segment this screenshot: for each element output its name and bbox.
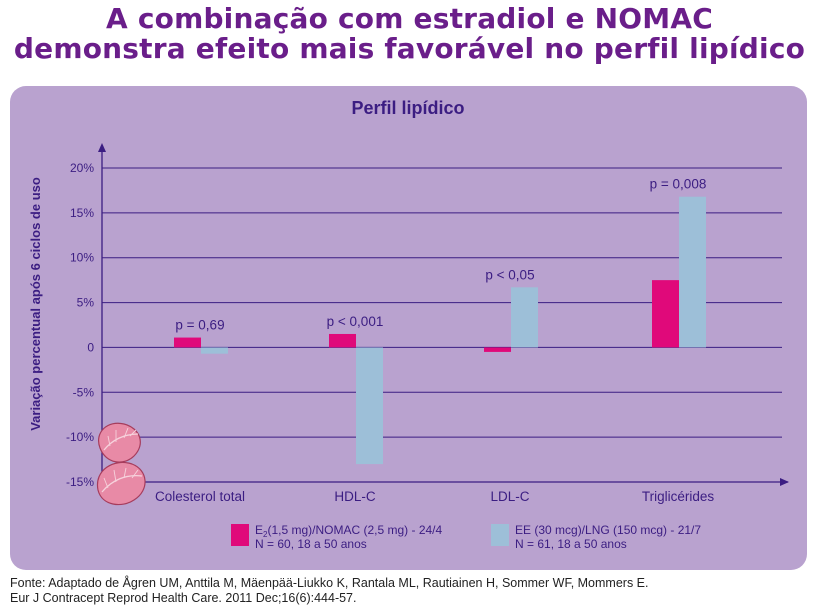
y-tick-label: 5% bbox=[77, 296, 95, 310]
x-axis-arrow bbox=[780, 478, 789, 486]
bar-ee-lng bbox=[201, 347, 228, 354]
headline-line-1: A combinação com estradiol e NOMAC bbox=[106, 2, 713, 35]
chart-title: Perfil lipídico bbox=[351, 98, 464, 118]
bar-e2-nomac bbox=[174, 337, 201, 348]
y-tick-label: 0 bbox=[87, 340, 94, 354]
x-tick-label: Triglicérides bbox=[642, 489, 715, 504]
headline: A combinação com estradiol e NOMAC demon… bbox=[0, 4, 819, 64]
bar-ee-lng bbox=[679, 196, 706, 348]
p-value-annotation: p < 0,001 bbox=[327, 314, 384, 329]
chart-panel: Perfil lipídico Variação percentual após … bbox=[10, 86, 807, 570]
y-tick-label: 20% bbox=[70, 161, 94, 175]
x-tick-label: LDL-C bbox=[490, 489, 529, 504]
y-tick-label: -15% bbox=[66, 475, 94, 489]
bar-e2-nomac bbox=[652, 280, 679, 348]
headline-line-2: demonstra efeito mais favorável no perfi… bbox=[13, 32, 806, 65]
y-tick-label: -10% bbox=[66, 430, 94, 444]
legend-sublabel-ee-lng: N = 61, 18 a 50 anos bbox=[515, 537, 627, 551]
chart-svg: Perfil lipídico Variação percentual após … bbox=[28, 98, 789, 551]
bar-ee-lng bbox=[511, 287, 538, 348]
y-axis-label: Variação percentual após 6 ciclos de uso bbox=[28, 177, 43, 431]
y-axis-arrow bbox=[98, 143, 106, 152]
y-tick-label: -5% bbox=[73, 385, 95, 399]
y-tick-label: 10% bbox=[70, 251, 94, 265]
x-tick-label: Colesterol total bbox=[155, 489, 245, 504]
legend-sublabel-e2-nomac: N = 60, 18 a 50 anos bbox=[255, 537, 367, 551]
legend-swatch-e2-nomac bbox=[231, 524, 249, 546]
bar-e2-nomac bbox=[329, 333, 356, 348]
legend-label-e2-nomac: E2(1,5 mg)/NOMAC (2,5 mg) - 24/4 bbox=[255, 523, 443, 539]
p-value-annotation: p = 0,69 bbox=[175, 318, 224, 333]
p-value-annotation: p < 0,05 bbox=[485, 267, 534, 282]
bar-ee-lng bbox=[356, 347, 383, 465]
source-citation: Fonte: Adaptado de Ågren UM, Anttila M, … bbox=[10, 576, 810, 606]
x-tick-label: HDL-C bbox=[334, 489, 376, 504]
legend-swatch-ee-lng bbox=[491, 524, 509, 546]
source-line-2: Eur J Contracept Reprod Health Care. 201… bbox=[10, 591, 357, 605]
leaf-decoration-icon bbox=[96, 422, 146, 506]
legend-label-ee-lng: EE (30 mcg)/LNG (150 mcg) - 21/7 bbox=[515, 523, 701, 537]
p-value-annotation: p = 0,008 bbox=[650, 177, 707, 192]
bar-e2-nomac bbox=[484, 347, 511, 352]
source-line-1: Fonte: Adaptado de Ågren UM, Anttila M, … bbox=[10, 576, 649, 590]
y-tick-label: 15% bbox=[70, 206, 94, 220]
